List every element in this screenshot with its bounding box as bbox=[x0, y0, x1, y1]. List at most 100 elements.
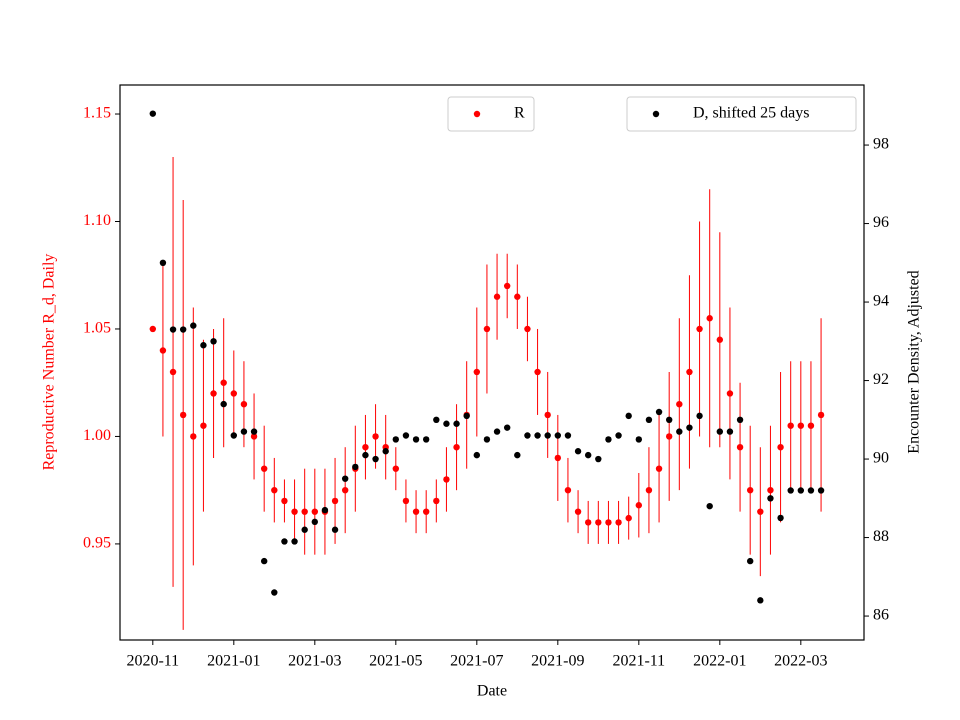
point bbox=[250, 428, 258, 435]
point bbox=[169, 368, 177, 376]
point bbox=[726, 390, 734, 397]
point bbox=[777, 514, 784, 522]
point bbox=[443, 420, 450, 427]
point bbox=[200, 342, 207, 349]
point bbox=[433, 416, 440, 424]
x-axis-label: Date bbox=[477, 683, 507, 700]
point bbox=[503, 424, 511, 431]
point bbox=[817, 487, 825, 494]
point bbox=[635, 436, 643, 443]
point bbox=[301, 508, 308, 515]
point bbox=[645, 486, 653, 494]
y-tick-label: 1.10 bbox=[83, 212, 111, 229]
point bbox=[372, 455, 379, 463]
point bbox=[311, 518, 319, 526]
point bbox=[686, 368, 693, 376]
point bbox=[220, 379, 227, 386]
point bbox=[341, 486, 349, 494]
point bbox=[503, 282, 511, 290]
point bbox=[281, 538, 288, 545]
point bbox=[210, 390, 217, 397]
point bbox=[473, 451, 481, 459]
point bbox=[757, 597, 764, 604]
point bbox=[392, 436, 400, 443]
point bbox=[453, 443, 460, 451]
point bbox=[422, 508, 430, 515]
legend-marker bbox=[652, 110, 660, 118]
y2-tick-label: 96 bbox=[873, 214, 889, 231]
point bbox=[260, 465, 268, 472]
y-axis-label: Reproductive Number R_d, Daily bbox=[41, 254, 58, 471]
point bbox=[179, 326, 187, 333]
point bbox=[595, 455, 602, 463]
y-tick-label: 1.05 bbox=[83, 320, 111, 337]
point bbox=[564, 486, 572, 494]
point bbox=[696, 325, 703, 333]
point bbox=[412, 508, 420, 515]
point bbox=[797, 422, 805, 429]
point bbox=[240, 401, 248, 408]
point bbox=[493, 428, 501, 435]
point bbox=[169, 326, 177, 333]
point bbox=[483, 436, 491, 443]
point bbox=[665, 416, 673, 424]
y2-axis-label: Encounter Density, Adjusted bbox=[906, 270, 923, 453]
x-tick-label: 2022-01 bbox=[693, 653, 746, 670]
point bbox=[210, 338, 217, 345]
point bbox=[676, 428, 683, 435]
point bbox=[584, 451, 592, 459]
point bbox=[240, 428, 248, 435]
point bbox=[817, 411, 825, 419]
point bbox=[574, 508, 582, 515]
point bbox=[514, 293, 521, 300]
y-tick-label: 1.15 bbox=[83, 105, 111, 122]
point bbox=[534, 432, 541, 439]
x-tick-label: 2021-11 bbox=[612, 653, 665, 670]
x-tick-label: 2020-11 bbox=[126, 653, 179, 670]
y2-tick-label: 98 bbox=[873, 136, 889, 153]
point bbox=[372, 433, 379, 440]
point bbox=[301, 526, 308, 533]
point bbox=[595, 519, 602, 526]
point bbox=[281, 497, 288, 505]
point bbox=[200, 422, 207, 429]
point bbox=[605, 436, 612, 443]
point bbox=[655, 465, 663, 472]
point bbox=[220, 400, 227, 408]
point bbox=[787, 487, 794, 494]
point bbox=[605, 519, 612, 526]
point bbox=[726, 428, 734, 435]
point bbox=[686, 424, 693, 431]
point bbox=[524, 432, 531, 439]
point bbox=[574, 448, 582, 455]
point bbox=[544, 411, 551, 419]
point bbox=[625, 412, 632, 420]
point bbox=[433, 497, 440, 505]
point bbox=[584, 519, 592, 526]
point bbox=[554, 432, 562, 439]
point bbox=[757, 508, 764, 515]
x-tick-label: 2021-07 bbox=[450, 653, 503, 670]
point bbox=[230, 432, 238, 439]
y-tick-label: 1.00 bbox=[83, 427, 111, 444]
point bbox=[149, 325, 157, 333]
point bbox=[271, 589, 278, 596]
legend-label: R bbox=[514, 105, 525, 122]
point bbox=[777, 443, 784, 451]
point bbox=[625, 514, 632, 522]
point bbox=[149, 110, 157, 117]
point bbox=[311, 508, 319, 515]
point bbox=[159, 259, 167, 267]
point bbox=[514, 451, 521, 459]
point bbox=[392, 465, 400, 472]
point bbox=[483, 325, 491, 333]
point bbox=[260, 557, 268, 565]
legend-marker bbox=[473, 110, 481, 118]
point bbox=[250, 433, 258, 440]
point bbox=[524, 325, 531, 333]
point bbox=[291, 508, 298, 515]
point bbox=[443, 476, 450, 483]
point bbox=[615, 519, 622, 526]
point bbox=[797, 487, 805, 494]
